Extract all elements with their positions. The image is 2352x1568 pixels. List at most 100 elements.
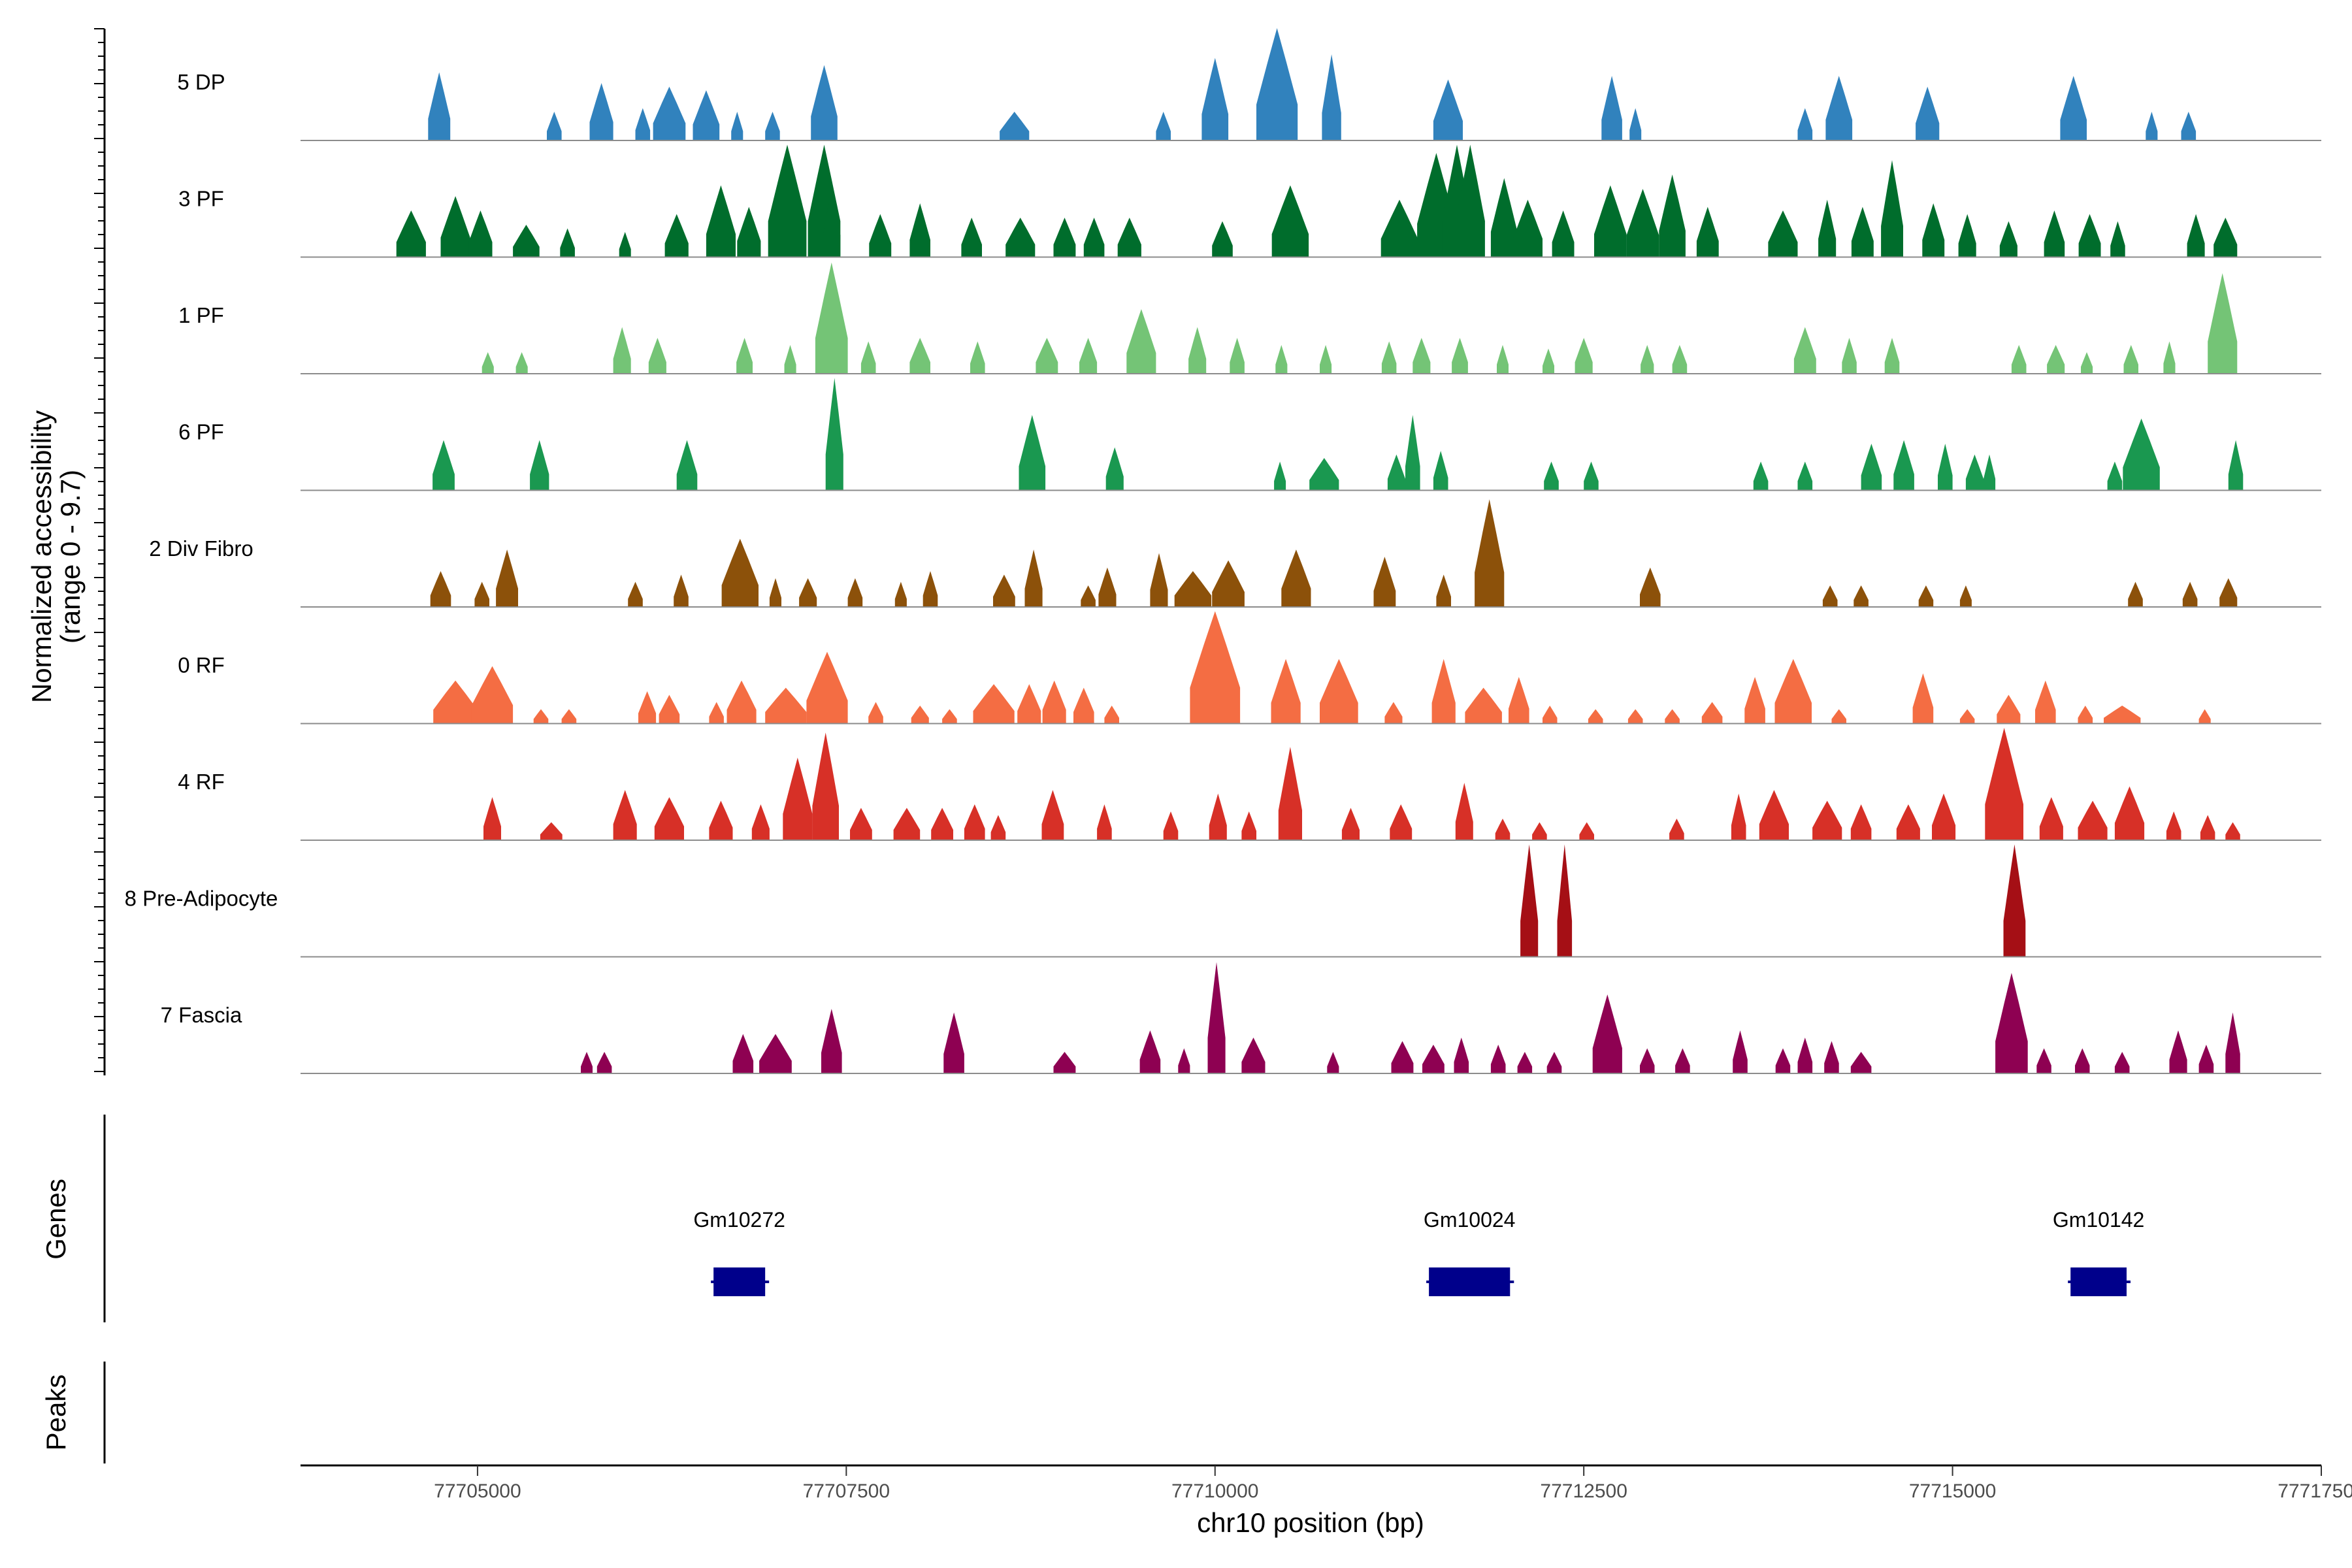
coverage-peak <box>440 196 470 257</box>
track-group: 5 DP 3 PF 1 PF 6 PF 2 Div Fibro 0 RF 4 RF 8 Pre… <box>125 28 2321 1074</box>
coverage-peak <box>1126 309 1156 374</box>
coverage-peak <box>1517 1052 1533 1073</box>
coverage-peak <box>2075 1048 2090 1073</box>
coverage-peak <box>561 709 577 724</box>
coverage-peak <box>806 651 848 724</box>
gene-label: Gm10024 <box>1424 1208 1516 1232</box>
x-tick-label: 77707500 <box>803 1480 890 1502</box>
coverage-peak <box>1019 415 1046 491</box>
coverage-peak <box>1672 345 1688 374</box>
coverage-peak <box>1024 549 1043 607</box>
coverage-peak <box>2078 214 2101 257</box>
coverage-peak <box>1497 345 1509 374</box>
coverage-peak <box>1759 790 1789 840</box>
coverage-peak <box>1381 341 1397 374</box>
coverage-peak <box>471 666 514 724</box>
coverage-peak <box>1309 458 1339 491</box>
coverage-peak <box>1544 461 1559 491</box>
coverage-peak <box>1256 28 1298 140</box>
coverage-peak <box>1207 962 1226 1073</box>
coverage-peak <box>1985 728 2023 840</box>
coverage-peak <box>2181 112 2197 140</box>
coverage-peak <box>659 694 680 724</box>
coverage-peak <box>1984 454 1996 491</box>
coverage-peak <box>990 815 1006 840</box>
coverage-peak <box>2128 581 2143 607</box>
coverage-peak <box>2200 815 2215 840</box>
coverage-peak <box>799 578 817 607</box>
coverage-peak <box>1831 709 1846 724</box>
coverage-peak <box>1965 454 1984 491</box>
coverage-peak <box>1959 585 1972 607</box>
coverage-peak <box>1079 338 1098 374</box>
coverage-peak <box>1201 57 1229 140</box>
coverage-peak <box>1753 461 1769 491</box>
coverage-peak <box>1774 659 1812 724</box>
coverage-peak <box>1274 461 1286 491</box>
coverage-peak <box>2225 1012 2240 1073</box>
coverage-peak <box>1188 327 1207 374</box>
coverage-peak <box>2163 341 2176 374</box>
coverage-peak <box>815 262 848 374</box>
coverage-peak <box>909 203 930 257</box>
coverage-peak <box>2198 1045 2214 1073</box>
genes-group: Gm10272 Gm10024 Gm10142 <box>693 1208 2144 1296</box>
coverage-peak <box>635 108 651 140</box>
coverage-peak <box>1073 687 1094 724</box>
coverage-peak <box>1918 585 1934 607</box>
track-label: 1 PF <box>178 303 224 327</box>
coverage-peak <box>1105 447 1124 491</box>
coverage-peak <box>2228 440 2244 491</box>
coverage-peak <box>973 684 1015 724</box>
coverage-peak <box>2114 1052 2130 1073</box>
coverage-peak <box>825 378 843 491</box>
coverage-peak <box>693 90 720 140</box>
coverage-peak <box>1640 1048 1655 1073</box>
coverage-peak <box>1822 585 1838 607</box>
y-axis-title-line1: Normalized accessibility <box>26 410 57 703</box>
coverage-peak <box>1768 210 1798 257</box>
coverage-peak <box>1546 1052 1562 1073</box>
coverage-peak <box>784 345 796 374</box>
coverage-peak <box>1818 199 1837 257</box>
x-tick-label: 77712500 <box>1540 1480 1627 1502</box>
coverage-peak <box>1731 793 1746 840</box>
coverage-peak <box>1241 1037 1266 1073</box>
coverage-peak <box>2035 680 2056 724</box>
coverage-peak <box>1083 218 1105 257</box>
coverage-peak <box>560 228 575 257</box>
coverage-peak <box>765 687 807 724</box>
coverage-peak <box>1036 338 1058 374</box>
coverage-peak <box>430 571 451 607</box>
coverage-peak <box>628 581 643 607</box>
coverage-y-ticks <box>94 28 105 1072</box>
track-2-div-fibro: 2 Div Fibro <box>149 499 2321 608</box>
coverage-peak <box>596 1052 612 1073</box>
coverage-peak <box>468 210 493 257</box>
coverage-peak <box>1579 822 1594 840</box>
coverage-peak <box>1893 440 1914 491</box>
coverage-peak <box>1320 659 1358 724</box>
track-label: 2 Div Fibro <box>149 536 253 561</box>
coverage-peak <box>1433 79 1463 140</box>
coverage-peak <box>1584 461 1599 491</box>
coverage-peak <box>530 440 549 491</box>
coverage-peak <box>1733 1030 1748 1073</box>
track-label: 5 DP <box>177 70 225 94</box>
coverage-peak <box>483 797 501 840</box>
coverage-peak <box>709 800 733 840</box>
coverage-peak <box>821 1009 842 1073</box>
coverage-peak <box>850 808 872 840</box>
y-axis-title-line2: (range 0 - 9.7) <box>55 470 86 644</box>
x-axis-title: chr10 position (bp) <box>1197 1507 1424 1538</box>
coverage-peak <box>1454 1037 1469 1073</box>
coverage-peak <box>1271 185 1309 257</box>
coverage-peak <box>1959 709 1975 724</box>
coverage-peak <box>654 797 684 840</box>
coverage-peak <box>619 232 631 257</box>
coverage-peak <box>1455 783 1473 840</box>
coverage-peak <box>783 757 813 840</box>
coverage-peak <box>2047 345 2065 374</box>
coverage-peak <box>676 440 698 491</box>
coverage-peak <box>1000 112 1030 140</box>
